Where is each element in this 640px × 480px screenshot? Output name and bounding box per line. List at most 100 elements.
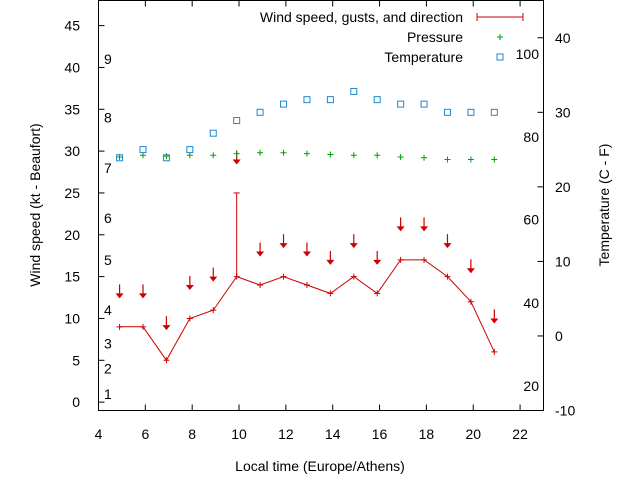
pressure-point [374, 152, 381, 159]
wind-speed-point [491, 348, 498, 355]
beaufort-label: 8 [104, 110, 112, 126]
wind-speed-point [467, 298, 474, 305]
y-tick-label: 0 [72, 394, 80, 410]
x-tick-label: 8 [188, 426, 196, 442]
plot-frame [98, 0, 544, 411]
wind-direction-arrowhead [162, 325, 171, 331]
temperature-point [116, 154, 124, 162]
wind-speed-point [421, 256, 428, 263]
wind-direction-arrowhead [279, 243, 288, 249]
temperature-point [350, 87, 358, 95]
y-tick-label: 15 [64, 269, 80, 285]
y-tick-label: 30 [64, 143, 80, 159]
beaufort-label: 6 [104, 210, 112, 226]
x-tick-label: 20 [465, 426, 481, 442]
y-tick-label: 20 [64, 227, 80, 243]
wind-direction-arrowhead [373, 259, 382, 265]
y-tick-label: 5 [72, 352, 80, 368]
wind-direction-arrowhead [185, 284, 194, 290]
wind-speed-point [163, 357, 170, 364]
y-tick-label: 45 [64, 18, 80, 34]
wind-direction-arrowhead [443, 243, 452, 249]
pressure-point [210, 152, 217, 159]
temperature-point [162, 154, 170, 162]
temperature-point [303, 96, 311, 104]
fahrenheit-label: 20 [523, 378, 539, 394]
y2-axis-label: Temperature (C - F) [596, 144, 612, 267]
wind-direction-arrowhead [232, 159, 241, 165]
pressure-point [491, 156, 498, 163]
beaufort-label: 9 [104, 51, 112, 67]
temperature-point [186, 146, 194, 154]
x-tick-label: 12 [278, 426, 294, 442]
pressure-point [186, 152, 193, 159]
wind-direction-arrowhead [396, 226, 405, 232]
wind-speed-point [210, 307, 217, 314]
wind-speed-point [186, 315, 193, 322]
pressure-point [444, 156, 451, 163]
wind-speed-point [257, 281, 264, 288]
temperature-point [256, 108, 264, 116]
x-tick-label: 14 [325, 426, 341, 442]
wind-direction-arrowhead [490, 318, 499, 324]
wind-direction-arrowhead [466, 268, 475, 274]
beaufort-label: 1 [104, 386, 112, 402]
y2-tick-label: 0 [555, 328, 563, 344]
wind-speed-point [444, 273, 451, 280]
legend-label-pressure: Pressure [407, 29, 463, 45]
y2-tick-label: 30 [555, 104, 571, 120]
legend-swatch-temperature [496, 53, 504, 61]
beaufort-label: 4 [104, 302, 112, 318]
wind-direction-arrowhead [326, 259, 335, 265]
temperature-point [420, 100, 428, 108]
wind-speed-point [280, 273, 287, 280]
beaufort-label: 2 [104, 361, 112, 377]
wind-speed-point [397, 256, 404, 263]
x-tick-label: 6 [141, 426, 149, 442]
beaufort-label: 3 [104, 336, 112, 352]
pressure-point [397, 153, 404, 160]
legend-label-wind: Wind speed, gusts, and direction [260, 9, 463, 25]
x-axis-label: Local time (Europe/Athens) [235, 458, 405, 474]
wind-direction-arrowhead [349, 243, 358, 249]
fahrenheit-label: 80 [523, 129, 539, 145]
wind-speed-line [119, 259, 495, 362]
temperature-point [443, 108, 451, 116]
pressure-point [140, 152, 146, 159]
wind-direction-arrowhead [302, 251, 311, 257]
wind-direction-arrowhead [209, 276, 218, 282]
fahrenheit-label: 40 [523, 295, 539, 311]
y2-tick-label: 10 [555, 253, 571, 269]
y2-tick-label: 40 [555, 30, 571, 46]
wind-speed-point [327, 290, 334, 297]
y2-tick-label: -10 [555, 403, 575, 419]
temperature-point [209, 129, 217, 137]
temperature-point [467, 108, 475, 116]
y2-tick-label: 20 [555, 179, 571, 195]
pressure-point [303, 150, 310, 157]
x-tick-label: 10 [231, 426, 247, 442]
temperature-point [326, 96, 334, 104]
legend-swatch-pressure [497, 34, 503, 40]
beaufort-label: 5 [104, 252, 112, 268]
y-tick-label: 35 [64, 101, 80, 117]
wind-direction-arrowhead [256, 251, 265, 257]
y-tick-label: 40 [64, 59, 80, 75]
x-tick-label: 18 [419, 426, 435, 442]
temperature-point [490, 108, 498, 116]
x-tick-label: 4 [95, 426, 103, 442]
pressure-point [280, 149, 287, 156]
x-tick-label: 22 [512, 426, 528, 442]
x-tick-label: 16 [372, 426, 388, 442]
y-tick-label: 10 [64, 310, 80, 326]
pressure-point [327, 151, 334, 158]
temperature-point [139, 146, 147, 154]
pressure-point [467, 156, 474, 163]
y-tick-label: 25 [64, 185, 80, 201]
fahrenheit-label: 60 [523, 212, 539, 228]
wind-direction-arrowhead [420, 226, 429, 232]
temperature-point [397, 100, 405, 108]
pressure-point [350, 152, 357, 159]
temperature-point [373, 96, 381, 104]
